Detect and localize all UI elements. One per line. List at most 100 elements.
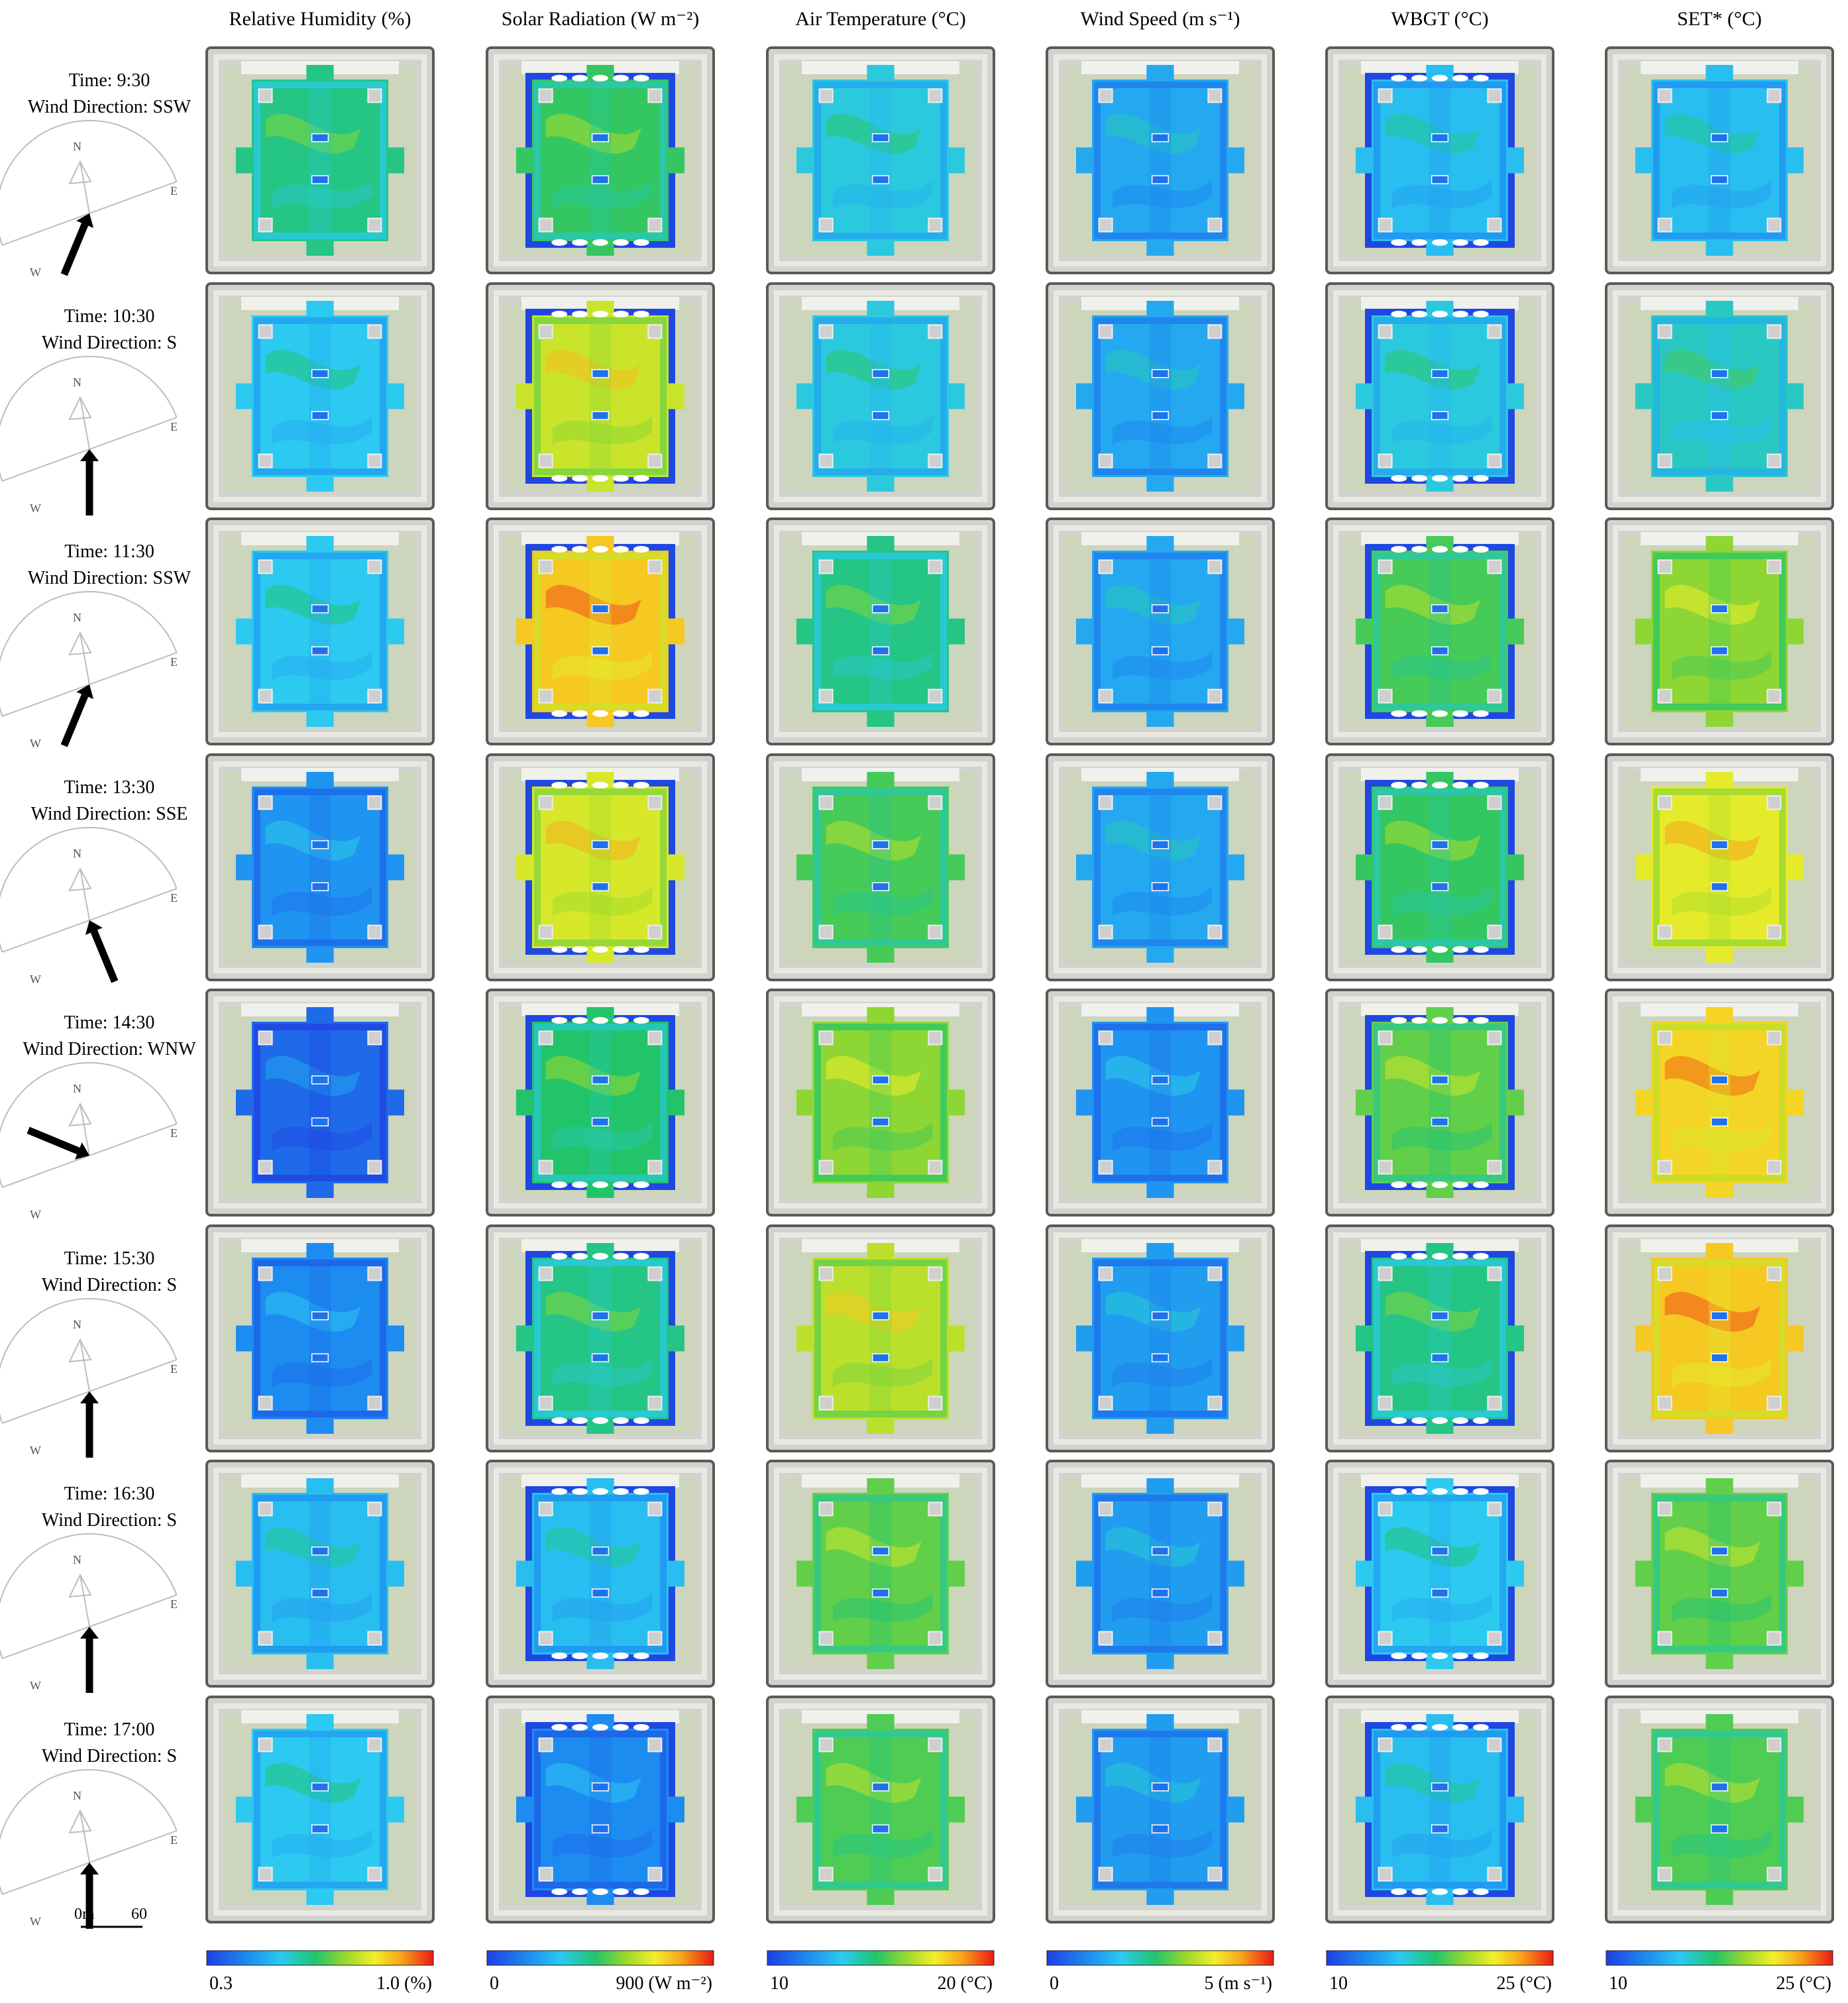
field-wake <box>1671 1358 1772 1387</box>
pillar <box>367 1266 382 1281</box>
field-plaza <box>1356 536 1524 727</box>
field-plaza <box>1076 301 1244 492</box>
field-edge-band <box>1094 1260 1226 1417</box>
shade-gap <box>1411 239 1428 246</box>
pillar <box>647 453 663 468</box>
column-title: Air Temperature (°C) <box>795 8 966 30</box>
shade-gap <box>1391 1017 1407 1024</box>
central-structure <box>871 1353 890 1363</box>
site-boundary <box>1333 290 1547 502</box>
wind-direction-label: Wind Direction: WNW <box>23 1039 196 1059</box>
central-structure <box>591 175 610 185</box>
scale-bar: 0m 60 <box>74 1906 147 1928</box>
pillar <box>928 1631 943 1646</box>
shade-gap <box>1432 1488 1448 1495</box>
field-plaza <box>796 301 965 492</box>
pillar <box>1207 453 1223 468</box>
shade-gap <box>1452 782 1468 788</box>
shade-gap <box>551 1888 568 1895</box>
column-title: Relative Humidity (%) <box>229 8 411 30</box>
field-wake <box>272 1122 372 1152</box>
central-structure <box>1151 1824 1169 1834</box>
pillar <box>1378 324 1393 339</box>
shade-gap <box>572 75 588 81</box>
pillar <box>1098 88 1113 103</box>
shade-gap <box>1472 75 1489 81</box>
pillar <box>1487 1030 1502 1046</box>
shade-gap <box>1472 311 1489 317</box>
pillar <box>538 1266 553 1281</box>
field-edge-band <box>1374 317 1506 475</box>
compass-label-w: W <box>30 502 41 515</box>
pillar <box>538 1030 553 1046</box>
field-channel <box>1149 1266 1171 1411</box>
shade-gap <box>1452 1181 1468 1188</box>
field-channel <box>1429 559 1451 704</box>
shade-gap <box>1472 1017 1489 1024</box>
central-structure <box>311 604 329 614</box>
pillar <box>928 1737 943 1753</box>
field-edge-band <box>534 788 667 946</box>
shade-gap <box>1452 1417 1468 1424</box>
pillar <box>1098 1030 1113 1046</box>
pillar <box>258 1501 273 1517</box>
simulation-map <box>1046 1224 1275 1452</box>
shade-gap <box>1472 1724 1489 1731</box>
simulation-map <box>1605 517 1834 745</box>
field-channel <box>1429 87 1451 233</box>
site-boundary <box>213 54 427 266</box>
shade-gap <box>1432 1724 1448 1731</box>
shade-gap <box>551 1488 568 1495</box>
pillar <box>538 217 553 233</box>
field-plaza <box>1356 301 1524 492</box>
pillar <box>1207 1160 1223 1175</box>
field-channel <box>869 559 892 704</box>
central-structure <box>1710 840 1729 849</box>
north-axis <box>80 632 90 685</box>
shade-gap <box>1452 311 1468 317</box>
pillar <box>647 1737 663 1753</box>
pillar <box>1657 1867 1672 1882</box>
pillar <box>1657 1501 1672 1517</box>
field-edge-band <box>814 81 947 239</box>
central-structure <box>1151 646 1169 656</box>
central-structure <box>591 133 610 142</box>
field-channel <box>309 559 331 704</box>
central-structure <box>1151 411 1169 421</box>
field-wake <box>272 651 372 680</box>
field-channel <box>1708 794 1731 940</box>
central-structure <box>1151 369 1169 378</box>
compass-arc <box>0 1062 178 1188</box>
site-boundary <box>1054 997 1267 1209</box>
north-axis <box>80 397 90 450</box>
field-wake <box>1671 887 1772 916</box>
pillar <box>928 453 943 468</box>
simulation-map <box>486 46 715 274</box>
site-boundary <box>774 54 987 266</box>
pillar <box>1378 1501 1393 1517</box>
pillar <box>928 217 943 233</box>
shade-gap <box>1432 75 1448 81</box>
pillar <box>258 324 273 339</box>
wind-arrowhead-icon <box>80 1863 99 1874</box>
shade-gap <box>1452 1253 1468 1260</box>
shade-gap <box>551 1724 568 1731</box>
field-plaza <box>1356 65 1524 256</box>
pillar <box>1378 1737 1393 1753</box>
shade-gap <box>551 1017 568 1024</box>
colorbar-gradient <box>206 1950 434 1966</box>
wind-direction-label: Wind Direction: SSW <box>28 97 191 117</box>
pillar <box>367 88 382 103</box>
central-structure <box>1431 369 1449 378</box>
pillar <box>647 88 663 103</box>
pillar <box>1098 1737 1113 1753</box>
north-pointer-icon <box>68 631 92 656</box>
pillar <box>928 924 943 940</box>
field-wake <box>832 1358 933 1387</box>
pillar <box>928 1160 943 1175</box>
field-channel <box>589 323 612 469</box>
field-plaza <box>516 1478 684 1669</box>
pillar <box>1487 324 1502 339</box>
site-boundary <box>494 525 707 737</box>
colorbars: 0.3 1.0 (%) 0 900 (W m⁻²) 10 20 (°C) 0 5 (m s⁻¹… <box>206 1950 1833 1994</box>
